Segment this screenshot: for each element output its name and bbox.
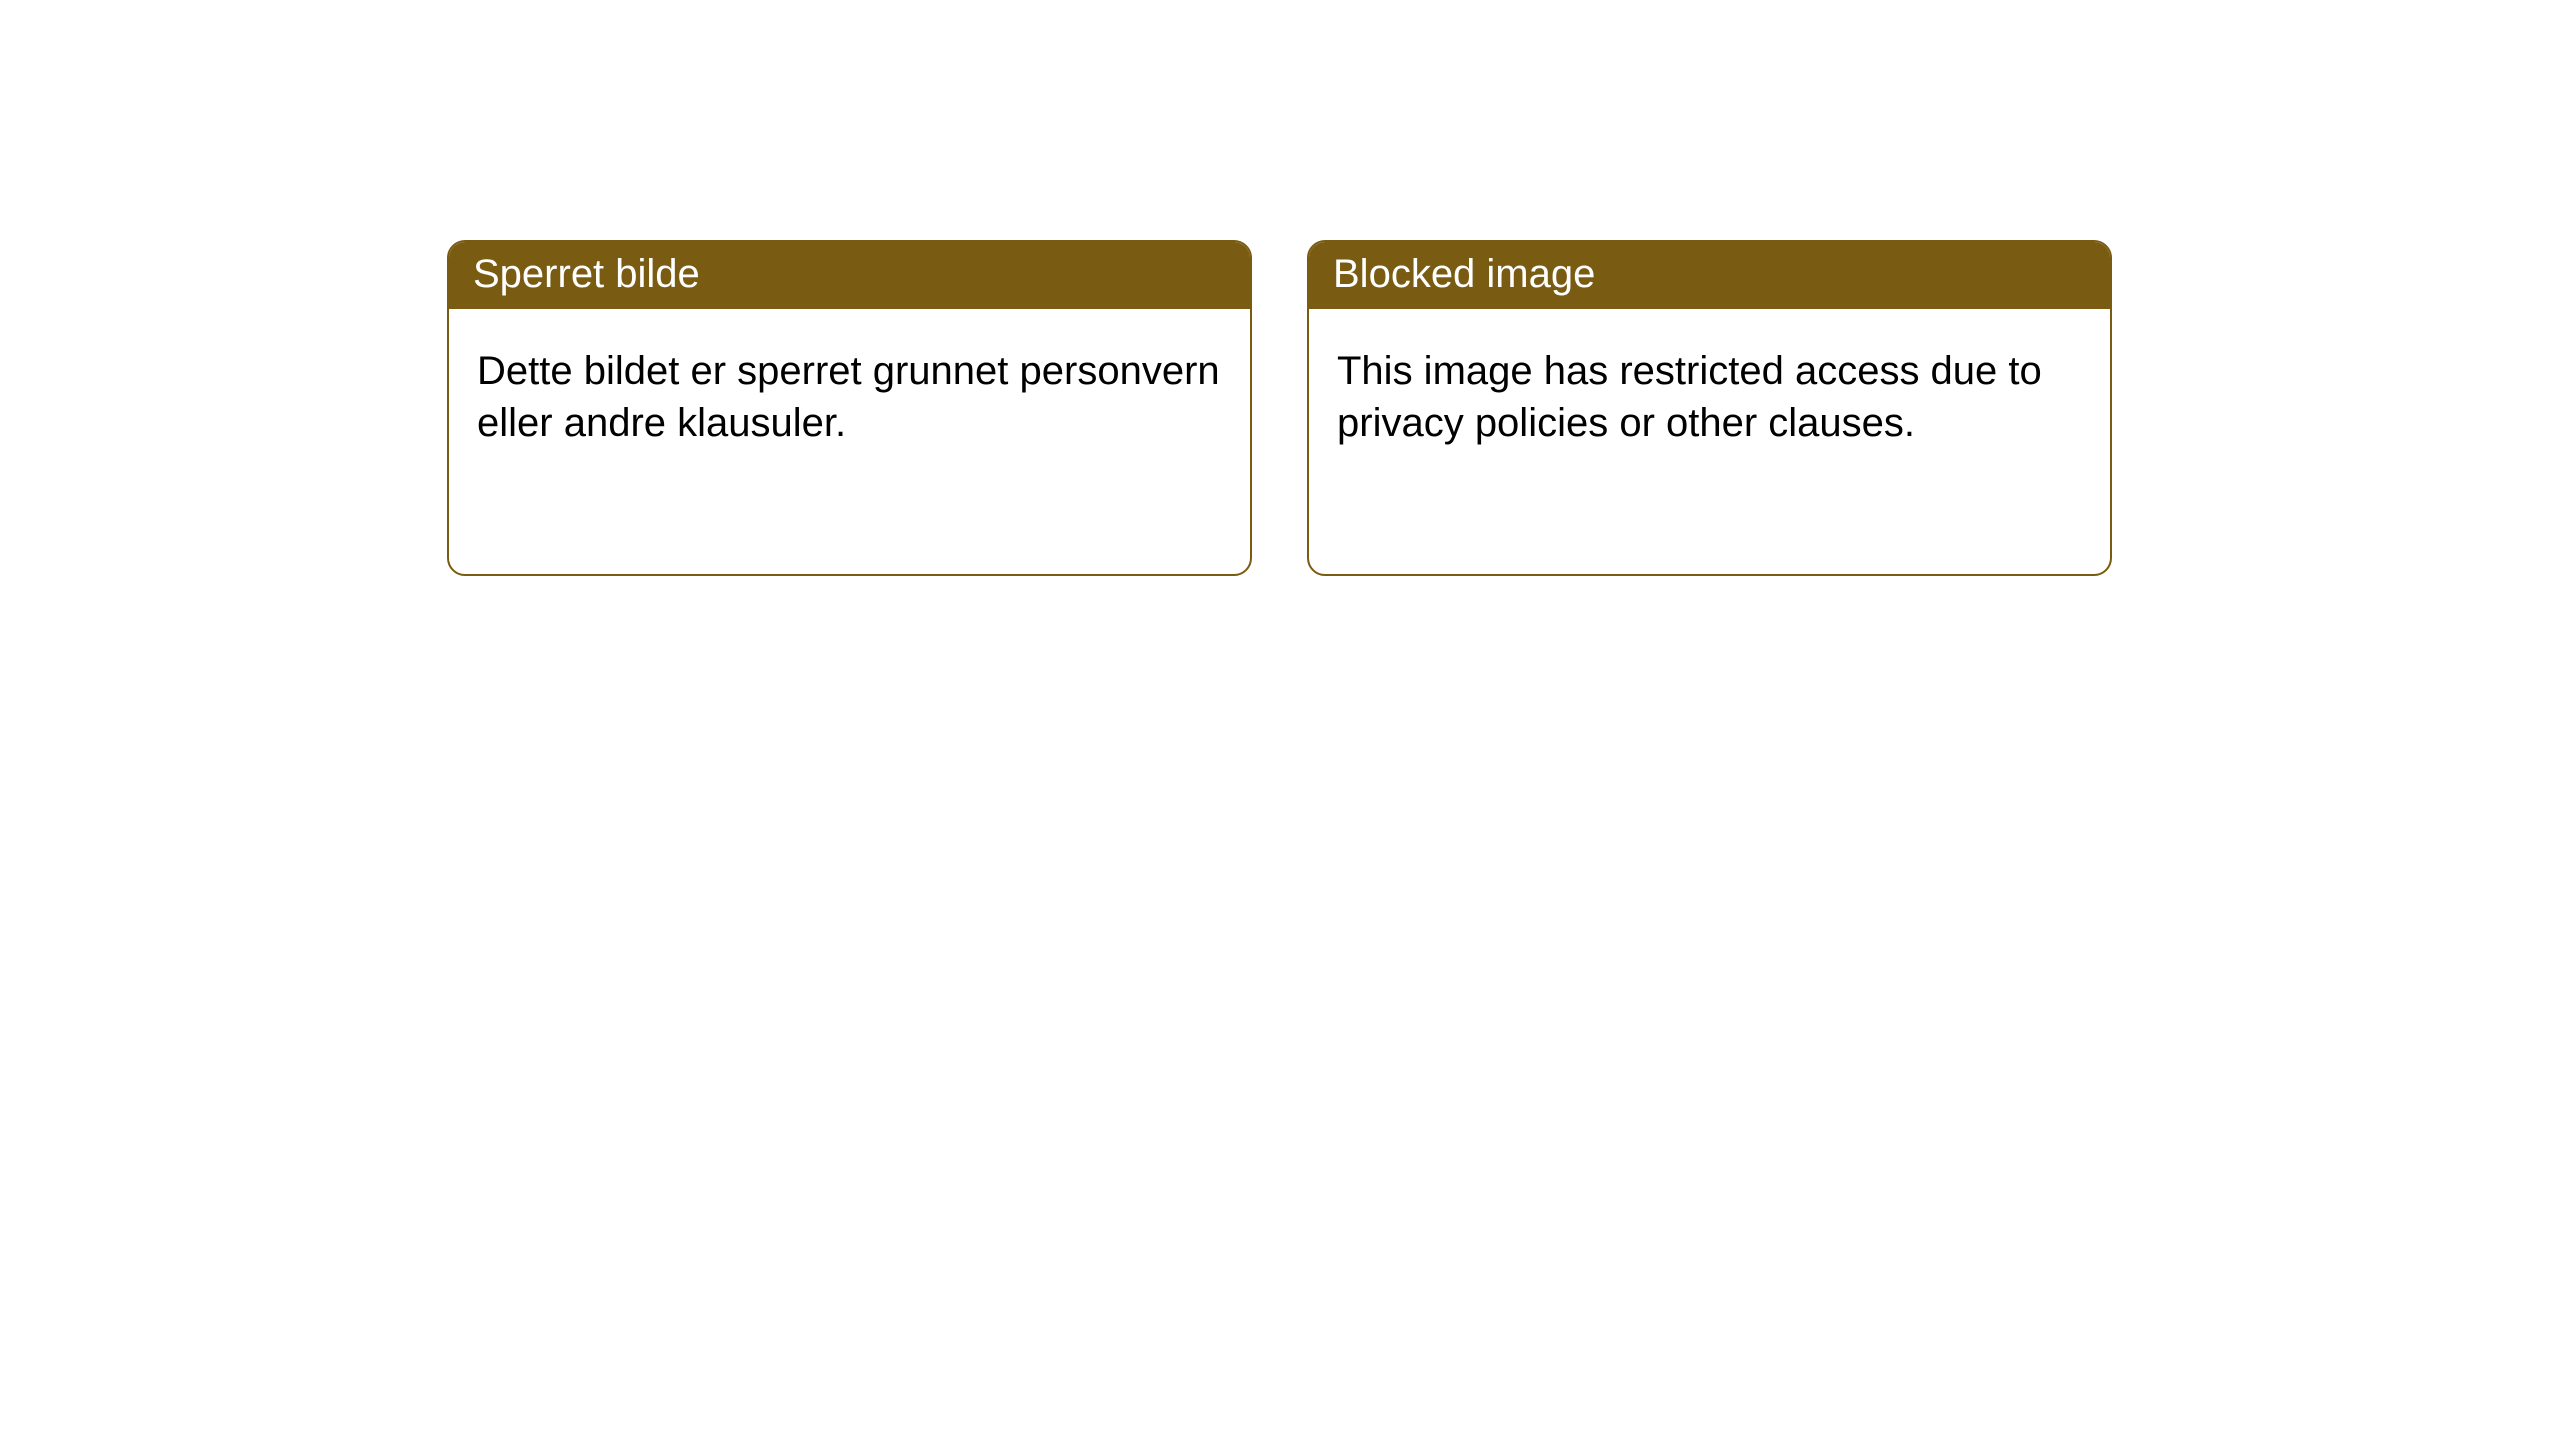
notice-body-norwegian: Dette bildet er sperret grunnet personve… (449, 309, 1250, 485)
notice-box-norwegian: Sperret bilde Dette bildet er sperret gr… (447, 240, 1252, 576)
notice-header-english: Blocked image (1309, 242, 2110, 309)
notice-container: Sperret bilde Dette bildet er sperret gr… (447, 240, 2112, 576)
notice-body-english: This image has restricted access due to … (1309, 309, 2110, 485)
notice-header-norwegian: Sperret bilde (449, 242, 1250, 309)
notice-box-english: Blocked image This image has restricted … (1307, 240, 2112, 576)
